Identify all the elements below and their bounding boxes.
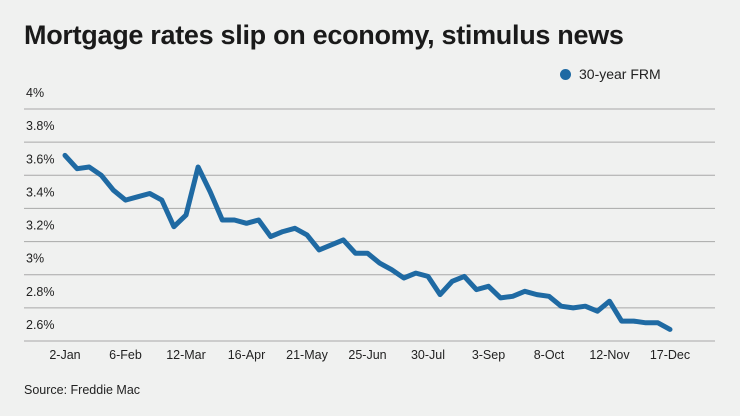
y-tick-label: 3.4%: [26, 185, 55, 199]
y-tick-label: 3.2%: [26, 219, 55, 233]
legend: 30-year FRM: [560, 66, 661, 82]
x-tick-label: 30-Jul: [411, 348, 445, 362]
x-tick-label: 6-Feb: [109, 348, 142, 362]
y-tick-label: 3%: [26, 252, 44, 266]
x-tick-label: 12-Mar: [166, 348, 206, 362]
x-tick-label: 17-Dec: [650, 348, 690, 362]
chart-title: Mortgage rates slip on economy, stimulus…: [24, 20, 624, 50]
x-tick-label: 2-Jan: [49, 348, 80, 362]
y-tick-label: 4%: [26, 86, 44, 100]
series-line-30-year-frm: [62, 152, 673, 332]
x-tick-label: 21-May: [286, 348, 328, 362]
legend-label: 30-year FRM: [579, 66, 661, 82]
y-tick-label: 2.6%: [26, 318, 55, 332]
x-tick-label: 3-Sep: [472, 348, 505, 362]
x-tick-label: 12-Nov: [589, 348, 630, 362]
legend-marker: [560, 68, 571, 80]
y-tick-label: 3.8%: [26, 119, 55, 133]
y-tick-label: 2.8%: [26, 285, 55, 299]
source-note: Source: Freddie Mac: [24, 383, 141, 397]
x-tick-label: 8-Oct: [534, 348, 565, 362]
y-tick-label: 3.6%: [26, 152, 55, 166]
x-tick-label: 16-Apr: [228, 348, 266, 362]
x-tick-label: 25-Jun: [348, 348, 386, 362]
